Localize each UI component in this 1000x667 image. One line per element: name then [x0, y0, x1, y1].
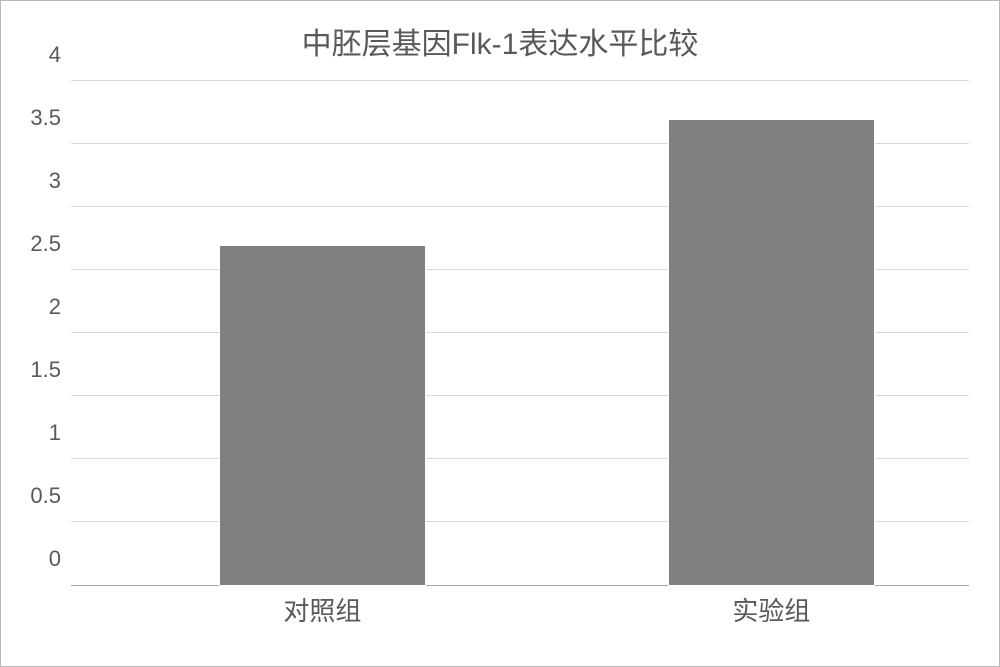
- x-tick-label: 对照组: [283, 591, 361, 628]
- chart-container: 中胚层基因Flk-1表达水平比较 00.511.522.533.54 对照组实验…: [0, 0, 1000, 667]
- y-tick-label: 0: [11, 546, 61, 572]
- y-tick-label: 2: [11, 294, 61, 320]
- plot-area: 00.511.522.533.54 对照组实验组: [71, 81, 969, 586]
- bar: [219, 245, 426, 586]
- y-tick-label: 4: [11, 42, 61, 68]
- y-tick-label: 3: [11, 168, 61, 194]
- y-tick-label: 3.5: [11, 105, 61, 131]
- bar: [668, 119, 875, 586]
- y-tick-label: 1.5: [11, 357, 61, 383]
- x-tick-label: 实验组: [732, 591, 810, 628]
- bars-layer: 对照组实验组: [71, 81, 969, 586]
- chart-title: 中胚层基因Flk-1表达水平比较: [1, 1, 999, 69]
- y-tick-label: 2.5: [11, 231, 61, 257]
- y-tick-label: 1: [11, 420, 61, 446]
- y-tick-label: 0.5: [11, 483, 61, 509]
